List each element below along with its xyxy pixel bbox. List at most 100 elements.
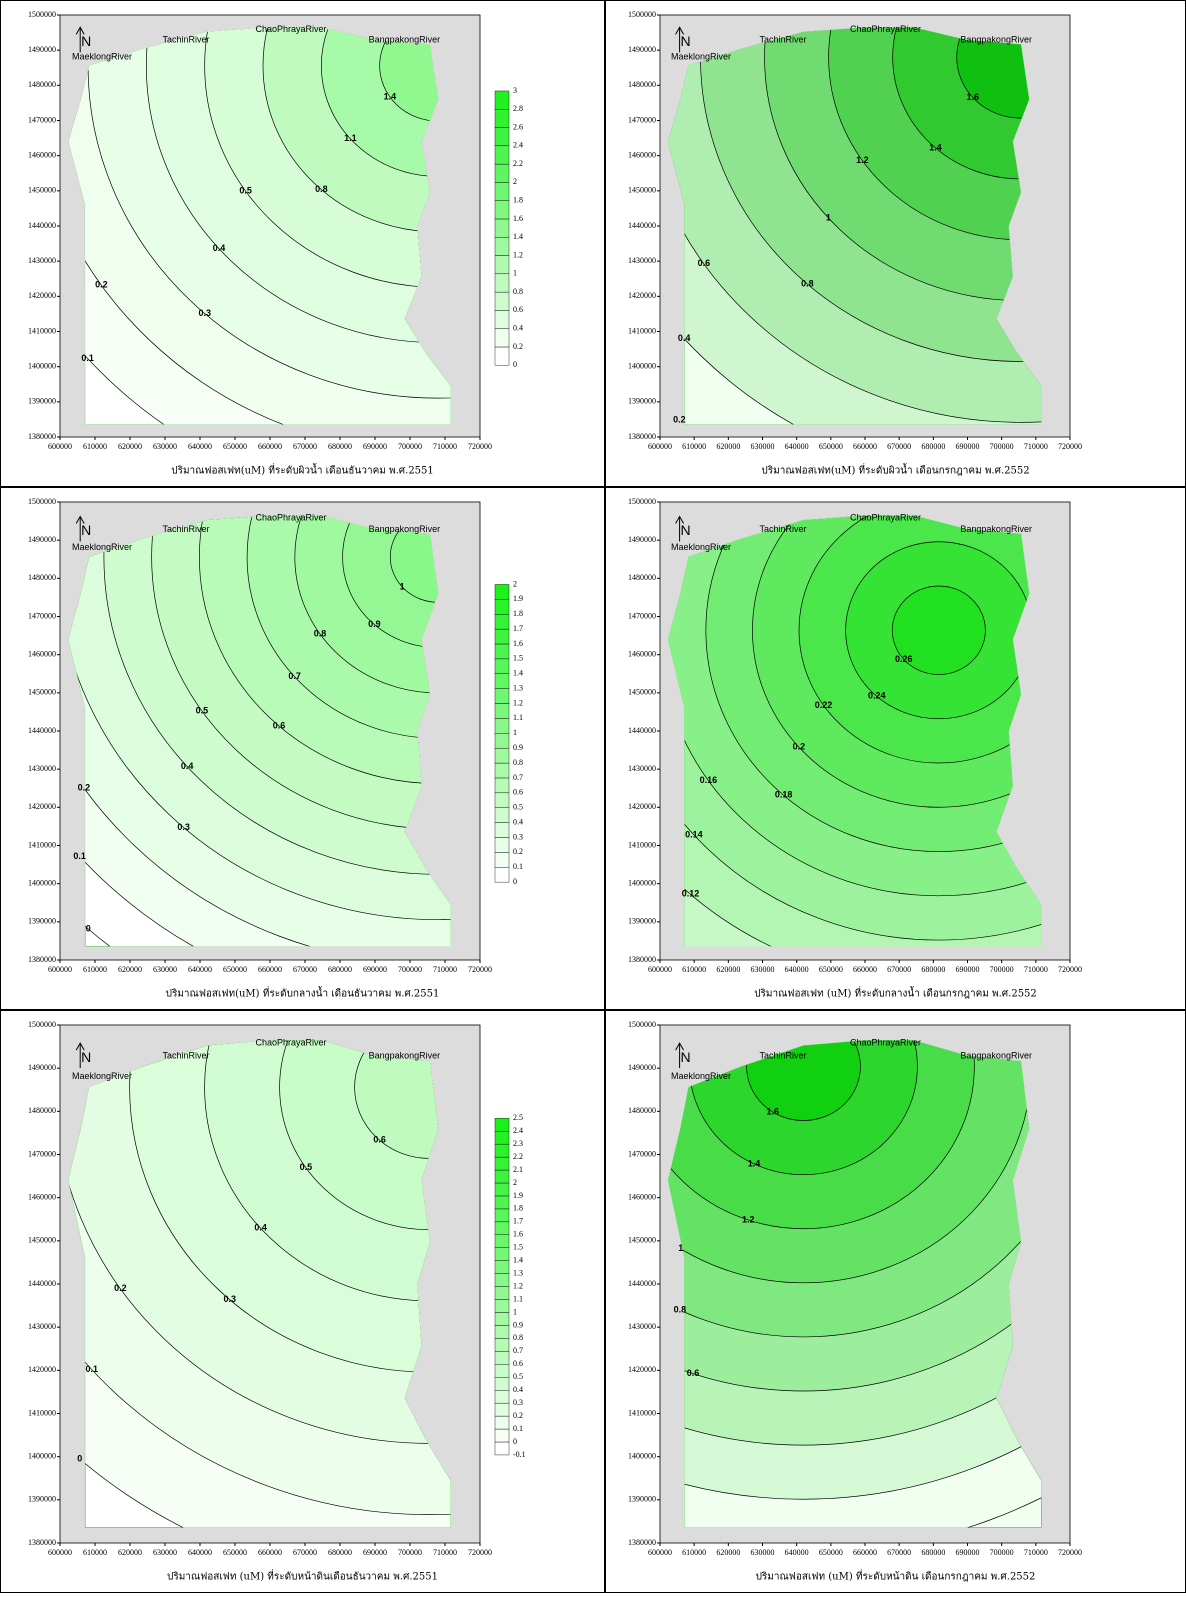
colorbar-label: 0 xyxy=(513,877,517,886)
y-tick-label: 1490000 xyxy=(628,45,656,54)
y-tick-label: 1420000 xyxy=(28,802,56,811)
x-tick-label: 650000 xyxy=(819,965,843,974)
north-label: N xyxy=(81,33,91,49)
y-tick-label: 1450000 xyxy=(28,688,56,697)
x-tick-label: 600000 xyxy=(48,442,72,451)
contour-label: 1.4 xyxy=(384,91,397,101)
x-tick-label: 610000 xyxy=(682,965,706,974)
y-tick-label: 1500000 xyxy=(628,10,656,19)
x-tick-label: 690000 xyxy=(956,1548,980,1557)
y-tick-label: 1490000 xyxy=(628,535,656,544)
north-label: N xyxy=(681,1049,691,1065)
colorbar-label: 0.8 xyxy=(513,1333,523,1342)
contour-label: 0.1 xyxy=(73,851,86,861)
colorbar-label: 0.4 xyxy=(513,817,523,826)
x-tick-label: 700000 xyxy=(398,1548,422,1557)
colorbar-swatch xyxy=(495,852,509,867)
contour-label: 0.9 xyxy=(368,619,381,629)
x-tick-label: 680000 xyxy=(921,965,945,974)
colorbar-label: 0.6 xyxy=(513,1359,523,1368)
north-label: N xyxy=(681,522,691,538)
colorbar-label: 0.6 xyxy=(513,788,523,797)
y-tick-label: 1400000 xyxy=(628,878,656,887)
x-tick-label: 700000 xyxy=(398,442,422,451)
colorbar-swatch xyxy=(495,1274,509,1287)
colorbar-swatch xyxy=(495,1429,509,1442)
colorbar-label: 0.2 xyxy=(513,847,523,856)
x-tick-label: 650000 xyxy=(223,1548,247,1557)
x-tick-label: 720000 xyxy=(1058,442,1082,451)
x-tick-label: 640000 xyxy=(785,442,809,451)
contour-label: 1.2 xyxy=(856,155,869,165)
y-tick-label: 1390000 xyxy=(628,917,656,926)
x-tick-label: 660000 xyxy=(853,442,877,451)
contour-label: 0.3 xyxy=(223,1294,236,1304)
contour-label: 0.24 xyxy=(868,691,886,701)
contour-label: 0.5 xyxy=(196,705,209,715)
colorbar-label: 0.3 xyxy=(513,1398,523,1407)
y-tick-label: 1460000 xyxy=(28,649,56,658)
y-tick-label: 1410000 xyxy=(628,326,656,335)
colorbar-swatch xyxy=(495,704,509,719)
colorbar-swatch xyxy=(495,1325,509,1338)
contour-label: 0.4 xyxy=(254,1223,267,1233)
x-tick-label: 630000 xyxy=(153,442,177,451)
x-tick-label: 660000 xyxy=(853,965,877,974)
colorbar-label: 1.8 xyxy=(513,196,523,205)
colorbar-swatch xyxy=(495,219,509,237)
x-tick-label: 710000 xyxy=(1024,1548,1048,1557)
colorbar-swatch xyxy=(495,182,509,200)
contour-label: 0.1 xyxy=(86,1364,99,1374)
colorbar-swatch xyxy=(495,599,509,614)
y-tick-label: 1470000 xyxy=(628,115,656,124)
x-tick-label: 630000 xyxy=(153,965,177,974)
colorbar-label: 0.7 xyxy=(513,773,523,782)
y-tick-label: 1480000 xyxy=(28,80,56,89)
contour-label: 1 xyxy=(678,1243,683,1253)
contour-label: 0.4 xyxy=(678,333,691,343)
colorbar-label: 1.2 xyxy=(513,250,523,259)
contour-label: 0 xyxy=(77,1453,82,1463)
colorbar-label: 1.3 xyxy=(513,683,523,692)
contour-label: 0.4 xyxy=(181,761,194,771)
x-tick-label: 680000 xyxy=(921,442,945,451)
colorbar-label: 1.3 xyxy=(513,1268,523,1277)
colorbar-swatch xyxy=(495,823,509,838)
contour-label: 0.2 xyxy=(114,1283,127,1293)
colorbar-label: 2.1 xyxy=(513,1165,523,1174)
y-tick-label: 1450000 xyxy=(28,186,56,195)
colorbar-label: 2.3 xyxy=(513,1139,523,1148)
y-tick-label: 1470000 xyxy=(628,1149,656,1158)
y-tick-label: 1440000 xyxy=(28,726,56,735)
colorbar-swatch xyxy=(495,1416,509,1429)
y-tick-label: 1420000 xyxy=(628,291,656,300)
colorbar-swatch xyxy=(495,256,509,274)
colorbar-swatch xyxy=(495,329,509,347)
colorbar-swatch xyxy=(495,164,509,182)
contour-label: 0.26 xyxy=(895,654,913,664)
x-tick-label: 620000 xyxy=(716,442,740,451)
contour-label: 0.8 xyxy=(314,628,327,638)
river-label: ChaoPhrayaRiver xyxy=(255,512,326,522)
y-tick-label: 1410000 xyxy=(28,1408,56,1417)
north-label: N xyxy=(81,522,91,538)
colorbar-label: 0.9 xyxy=(513,743,523,752)
y-tick-label: 1460000 xyxy=(628,150,656,159)
colorbar-swatch xyxy=(495,1118,509,1131)
caption: ปริมาณฟอสเฟท(uM) ที่ระดับกลางน้ำ เดือนธั… xyxy=(166,986,440,1000)
y-tick-label: 1480000 xyxy=(628,1106,656,1115)
y-tick-label: 1400000 xyxy=(628,1451,656,1460)
y-tick-label: 1500000 xyxy=(28,1020,56,1029)
colorbar-label: 1.5 xyxy=(513,1243,523,1252)
river-label: TachinRiver xyxy=(759,1050,806,1060)
colorbar-label: 2.5 xyxy=(513,1113,523,1122)
colorbar-swatch xyxy=(495,644,509,659)
colorbar-swatch xyxy=(495,674,509,689)
x-tick-label: 670000 xyxy=(887,1548,911,1557)
river-label: BangpakongRiver xyxy=(369,1050,441,1060)
contour-label: 1.1 xyxy=(344,133,357,143)
x-tick-label: 720000 xyxy=(1058,1548,1082,1557)
x-tick-label: 630000 xyxy=(751,442,775,451)
colorbar-swatch xyxy=(495,629,509,644)
y-tick-label: 1470000 xyxy=(28,115,56,124)
